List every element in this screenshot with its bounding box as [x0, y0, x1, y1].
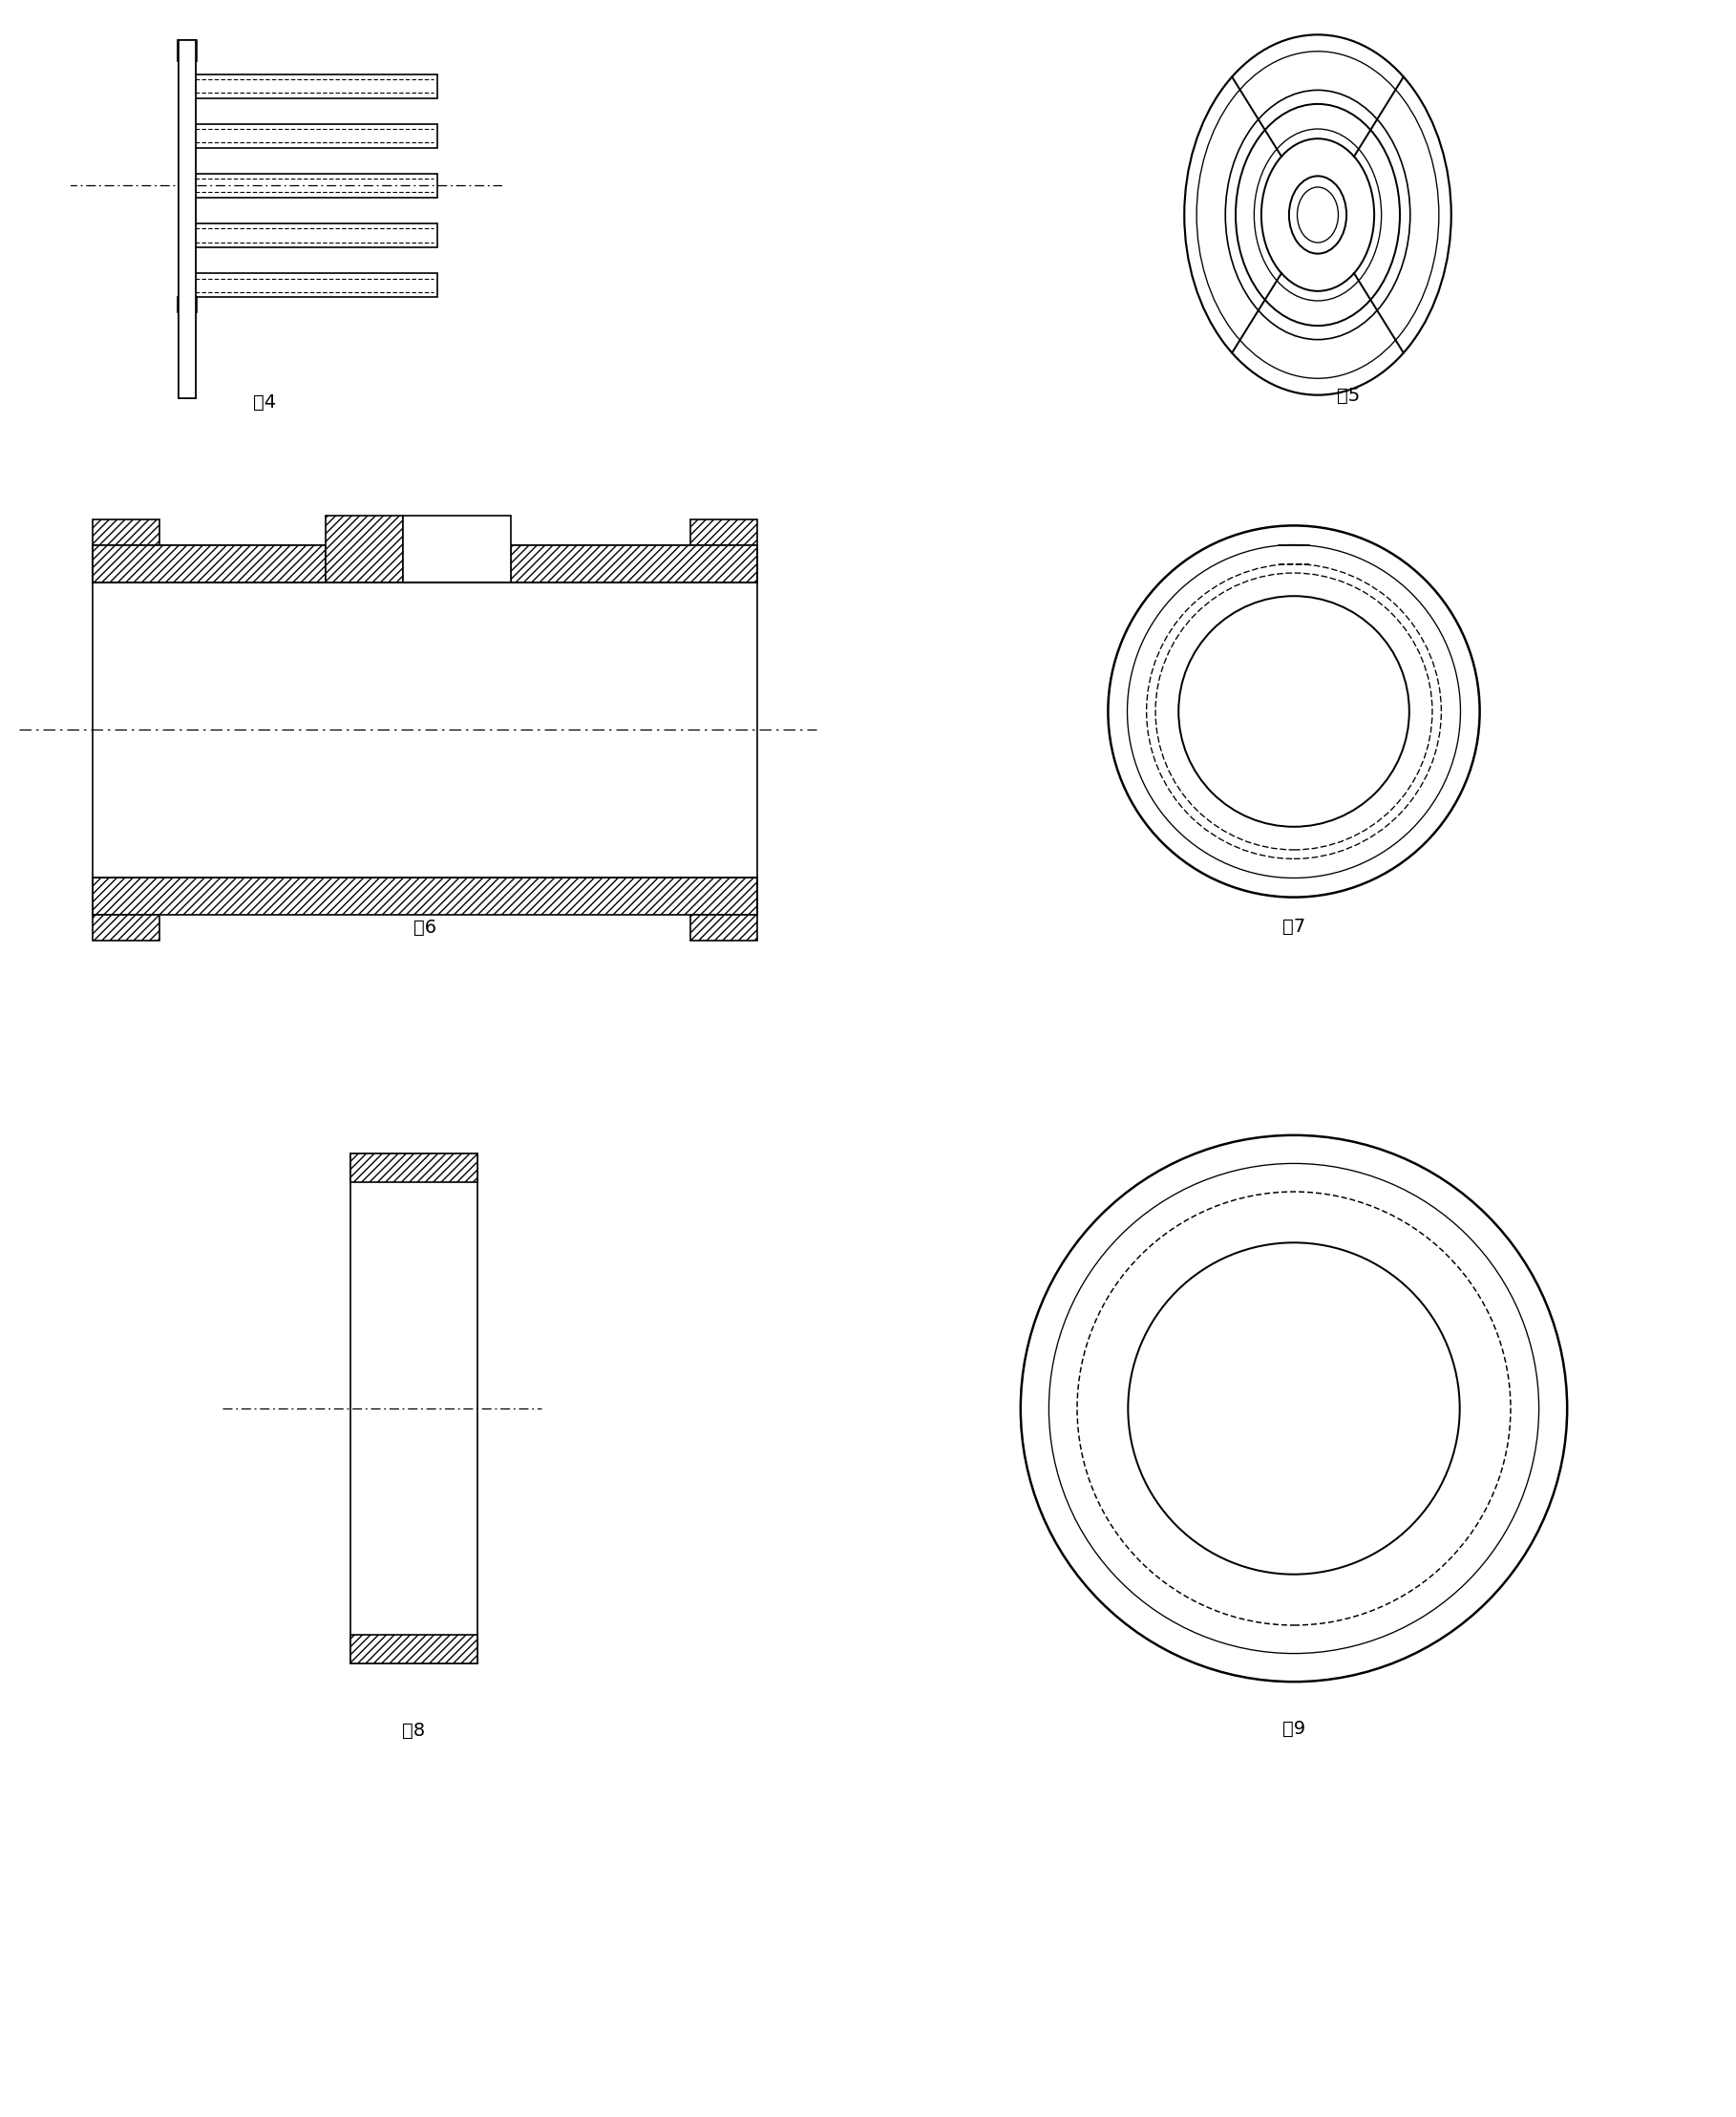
Bar — [179, 174, 437, 197]
Circle shape — [1021, 1135, 1568, 1681]
Bar — [94, 546, 325, 582]
Bar — [691, 915, 757, 940]
Ellipse shape — [1253, 129, 1382, 301]
Circle shape — [1128, 1243, 1460, 1575]
Bar — [179, 74, 437, 97]
Ellipse shape — [1262, 138, 1375, 290]
Ellipse shape — [1196, 51, 1439, 379]
Text: 图8: 图8 — [403, 1721, 425, 1740]
Ellipse shape — [1226, 91, 1410, 339]
Bar — [179, 40, 196, 398]
Circle shape — [1108, 525, 1479, 898]
Text: 图6: 图6 — [413, 919, 436, 936]
Circle shape — [1049, 1164, 1538, 1653]
Bar — [179, 224, 437, 248]
Ellipse shape — [1297, 186, 1338, 243]
Bar — [351, 1154, 477, 1664]
Bar — [94, 915, 160, 940]
Ellipse shape — [1184, 34, 1451, 396]
Bar — [179, 125, 437, 148]
Bar — [351, 1154, 477, 1183]
Bar — [177, 296, 196, 311]
Circle shape — [1076, 1192, 1510, 1626]
Bar — [403, 517, 512, 582]
Circle shape — [1127, 544, 1460, 879]
Text: 图7: 图7 — [1283, 917, 1305, 936]
Circle shape — [1146, 563, 1441, 860]
Bar — [179, 273, 437, 296]
Ellipse shape — [1236, 104, 1399, 326]
Bar — [351, 1634, 477, 1664]
Text: 图4: 图4 — [253, 394, 276, 411]
Bar — [94, 546, 757, 582]
Bar — [512, 546, 757, 582]
Bar — [691, 519, 757, 546]
Bar — [94, 876, 757, 915]
Text: 图5: 图5 — [1337, 387, 1359, 404]
Circle shape — [1156, 574, 1432, 849]
Bar — [325, 517, 403, 582]
Ellipse shape — [1290, 176, 1347, 254]
Bar — [177, 40, 196, 61]
Bar — [94, 519, 160, 546]
Text: 图9: 图9 — [1283, 1721, 1305, 1738]
Circle shape — [1179, 597, 1410, 828]
Bar — [179, 40, 196, 398]
